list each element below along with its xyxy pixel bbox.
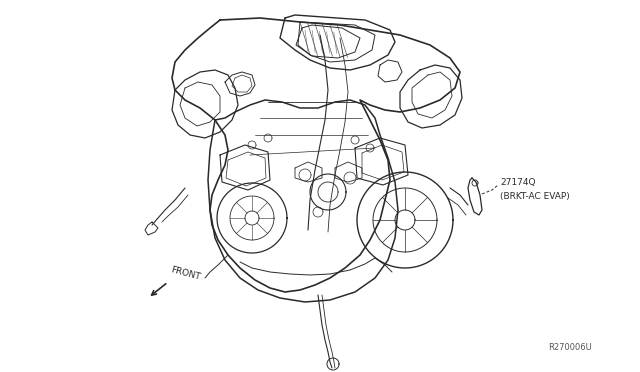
Text: FRONT: FRONT: [170, 266, 202, 282]
Text: 27174Q: 27174Q: [500, 177, 536, 186]
Text: (BRKT-AC EVAP): (BRKT-AC EVAP): [500, 192, 570, 201]
Text: R270006U: R270006U: [548, 343, 592, 353]
